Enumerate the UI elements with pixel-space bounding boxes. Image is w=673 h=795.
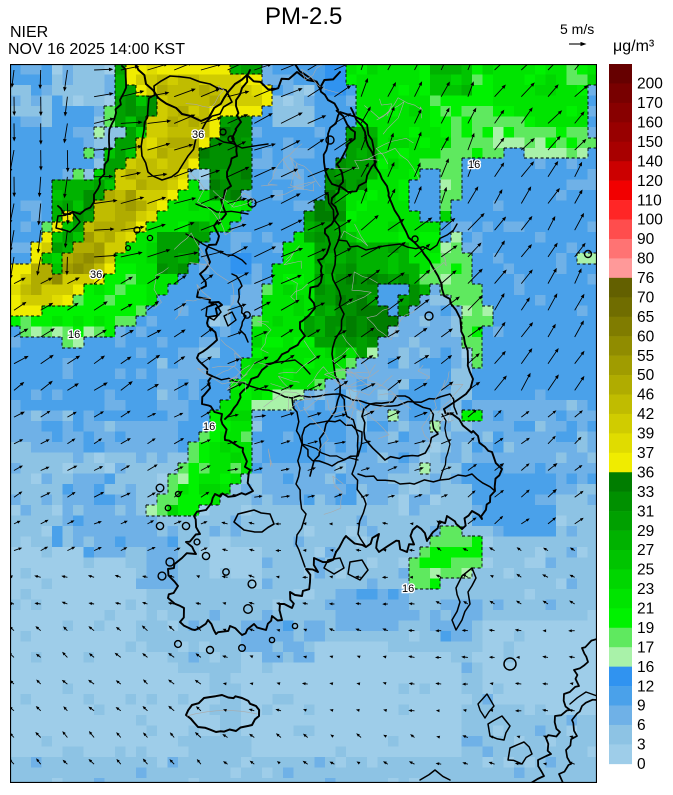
- svg-text:39: 39: [637, 426, 654, 443]
- svg-text:170: 170: [637, 95, 663, 112]
- svg-text:16: 16: [203, 421, 215, 433]
- svg-text:100: 100: [637, 212, 663, 229]
- svg-text:37: 37: [637, 445, 654, 462]
- svg-text:76: 76: [637, 270, 654, 287]
- svg-text:50: 50: [637, 367, 655, 384]
- svg-text:3: 3: [637, 737, 646, 754]
- svg-text:150: 150: [637, 134, 663, 151]
- svg-text:16: 16: [68, 329, 80, 341]
- svg-text:90: 90: [637, 231, 655, 248]
- svg-text:23: 23: [637, 581, 654, 598]
- svg-text:120: 120: [637, 173, 663, 190]
- svg-text:19: 19: [637, 620, 654, 637]
- svg-text:36: 36: [192, 129, 204, 141]
- svg-text:6: 6: [637, 717, 646, 734]
- svg-text:36: 36: [637, 464, 654, 481]
- svg-text:29: 29: [637, 523, 654, 540]
- svg-text:200: 200: [637, 76, 663, 93]
- svg-text:65: 65: [637, 309, 654, 326]
- svg-text:16: 16: [637, 659, 654, 676]
- svg-text:16: 16: [468, 159, 480, 171]
- svg-text:12: 12: [637, 678, 654, 695]
- svg-text:36: 36: [90, 269, 102, 281]
- svg-text:140: 140: [637, 153, 663, 170]
- svg-text:31: 31: [637, 503, 654, 520]
- svg-text:21: 21: [637, 601, 654, 618]
- svg-text:110: 110: [637, 192, 662, 209]
- svg-text:70: 70: [637, 290, 655, 307]
- svg-text:60: 60: [637, 328, 655, 345]
- svg-text:27: 27: [637, 542, 654, 559]
- svg-text:25: 25: [637, 562, 654, 579]
- svg-text:46: 46: [637, 387, 654, 404]
- svg-text:160: 160: [637, 115, 663, 132]
- svg-text:42: 42: [637, 406, 654, 423]
- svg-text:16: 16: [402, 583, 414, 595]
- svg-text:80: 80: [637, 251, 655, 268]
- svg-text:9: 9: [637, 698, 646, 715]
- svg-text:33: 33: [637, 484, 654, 501]
- svg-text:17: 17: [637, 639, 654, 656]
- svg-text:0: 0: [637, 756, 646, 773]
- svg-text:55: 55: [637, 348, 654, 365]
